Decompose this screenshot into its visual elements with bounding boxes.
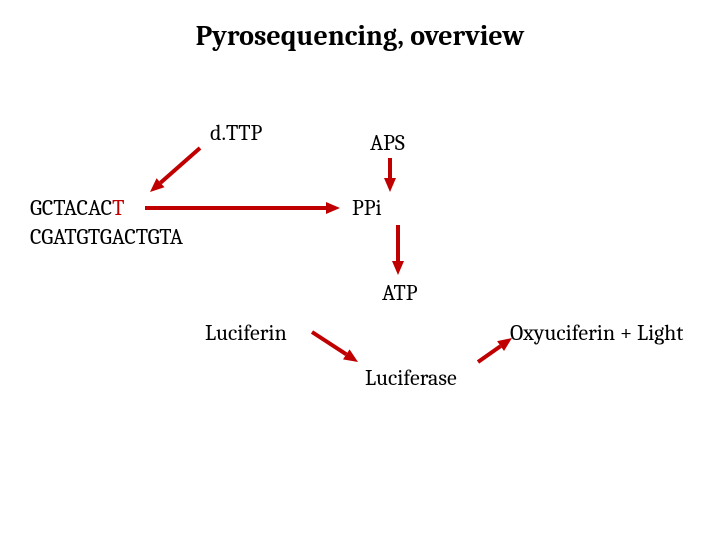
diagram-canvas: Pyrosequencing, overview d.TTP APS PPi A… <box>0 0 720 540</box>
arrow-luciferase-to-oxy <box>0 0 720 540</box>
